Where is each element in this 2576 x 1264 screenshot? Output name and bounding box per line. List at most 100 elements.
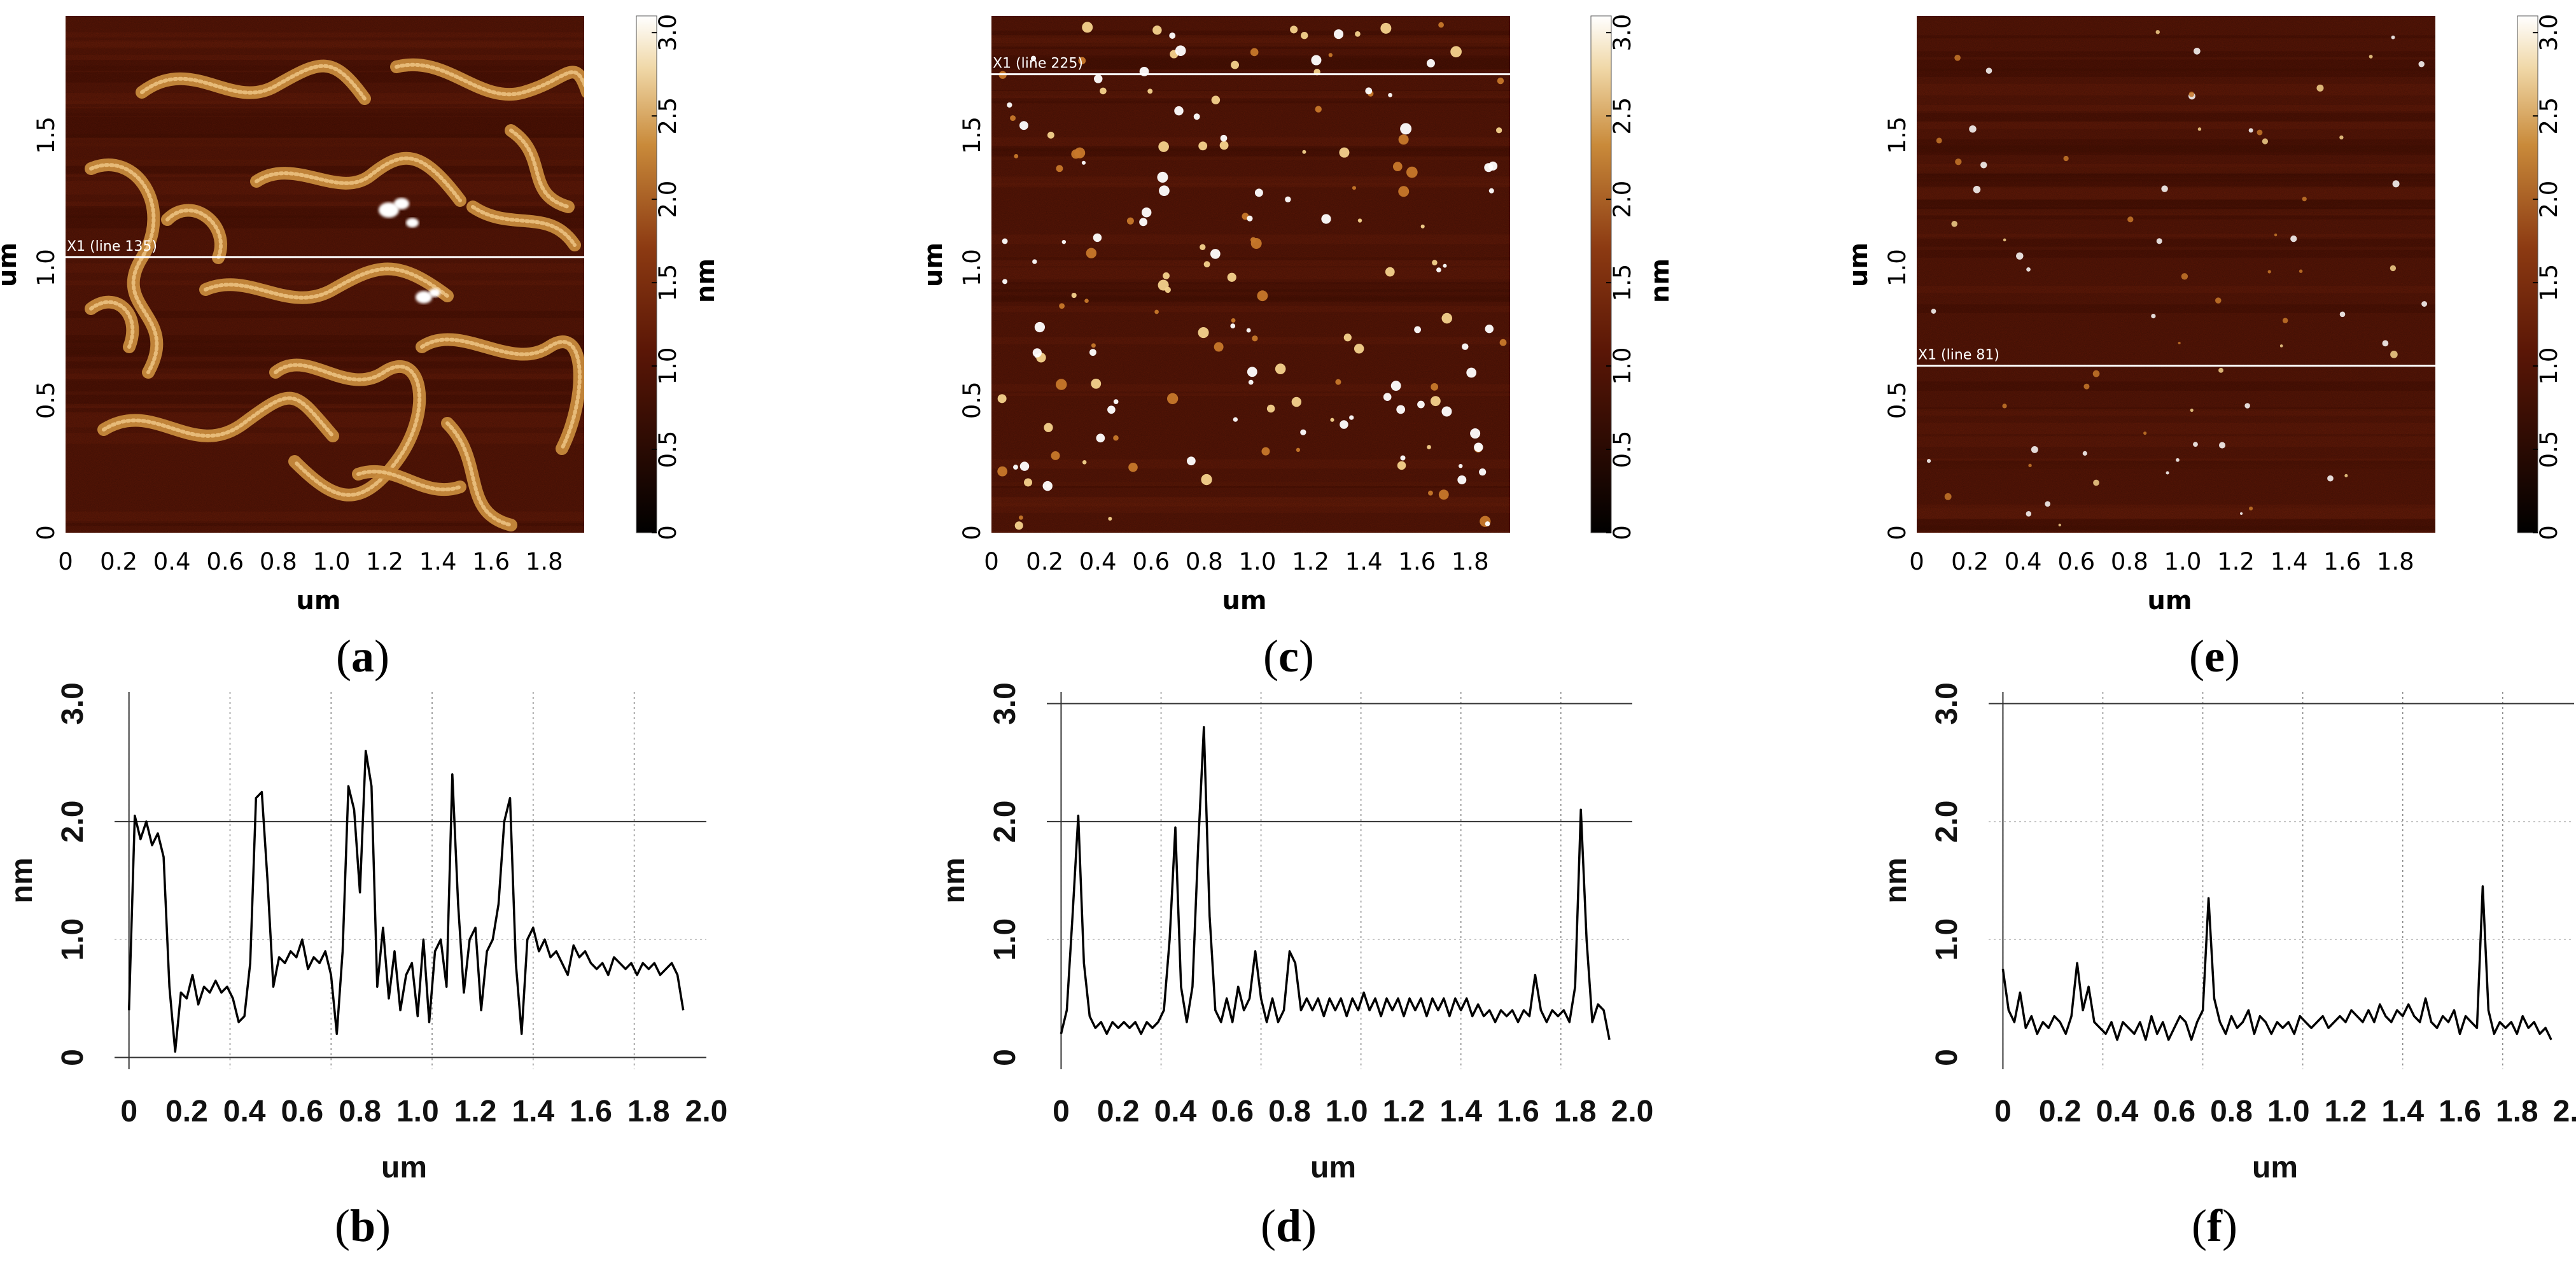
- nanoparticle: [1321, 214, 1331, 224]
- caption-letter: c: [1278, 631, 1299, 682]
- nanoparticle: [1002, 279, 1008, 284]
- nanowire-highlight: [140, 64, 367, 101]
- nanoparticle: [1013, 465, 1018, 470]
- nanoparticle: [2248, 128, 2253, 133]
- y-tick-label: 0.5: [1884, 381, 1911, 419]
- x-tick-label: 0.4: [2096, 1095, 2139, 1128]
- nanoparticle: [2181, 273, 2188, 280]
- nanoparticle: [2382, 340, 2389, 347]
- y-axis-label: nm: [937, 858, 971, 904]
- nanowire-highlight: [255, 156, 462, 202]
- x-tick-label: 0.6: [2153, 1095, 2195, 1128]
- nanoparticle: [1495, 127, 1502, 134]
- nanoparticle: [1430, 396, 1441, 407]
- colorbar-tick-label: 2.5: [2535, 97, 2563, 135]
- nanoparticle: [1466, 367, 1477, 378]
- nanoparticle: [2082, 451, 2087, 456]
- nanoparticle: [1414, 326, 1422, 334]
- nanoparticle: [1441, 312, 1453, 324]
- nanoparticle: [1462, 343, 1469, 350]
- x-tick-label: 0: [120, 1095, 137, 1128]
- x-tick-label: 1.8: [2377, 548, 2414, 575]
- nanoparticle: [1071, 292, 1077, 298]
- nanoparticle: [1488, 188, 1494, 193]
- x-tick-label: 1.6: [1497, 1095, 1539, 1128]
- scan-line-label: X1 (line 225): [993, 56, 1083, 72]
- nanoparticle: [1296, 447, 1301, 453]
- nanoparticle: [2127, 216, 2134, 223]
- nanoparticle: [2194, 47, 2201, 55]
- colorbar-tick-label: 1.0: [2535, 348, 2563, 385]
- x-tick-label: 0: [58, 548, 73, 575]
- height-profile-line: [2001, 885, 2552, 1041]
- nanoparticle: [1128, 462, 1138, 472]
- nanoparticle: [1432, 260, 1438, 265]
- colorbar-tick-label: 1.5: [1609, 264, 1636, 302]
- colorbar-tick-label: 1.5: [654, 264, 682, 302]
- nanoparticle: [1354, 344, 1364, 354]
- nanoparticle: [1300, 429, 1306, 435]
- nanoparticle: [1485, 324, 1494, 334]
- nanoparticle: [997, 466, 1008, 477]
- nanoparticle: [1488, 161, 1498, 171]
- nanoparticle: [1436, 267, 1441, 272]
- x-tick-label: 1.6: [1398, 548, 1436, 575]
- nanoparticle: [1438, 22, 1444, 28]
- caption-letter: a: [351, 631, 374, 682]
- x-tick-label: 1.6: [472, 548, 510, 575]
- x-tick-label: 1.8: [1554, 1095, 1597, 1128]
- y-tick-label: 3.0: [1930, 682, 1964, 725]
- afm-grain: [1917, 16, 2435, 533]
- x-tick-label: 0.6: [206, 548, 244, 575]
- y-tick-label: 1.0: [988, 918, 1022, 961]
- nanoparticle: [2302, 197, 2307, 202]
- nanoparticle: [2267, 270, 2271, 274]
- x-tick-label: 1.0: [313, 548, 351, 575]
- nanoparticle: [1333, 29, 1344, 39]
- colorbar-frame: [636, 15, 657, 533]
- nanoparticle: [1302, 150, 1306, 154]
- nanoparticle: [2215, 297, 2222, 304]
- x-axis-label: um: [1310, 1151, 1356, 1184]
- nanoparticle: [1291, 397, 1302, 407]
- nanoparticle: [1166, 393, 1179, 404]
- nanoparticle: [1357, 218, 1362, 223]
- nanoparticle: [1126, 217, 1134, 225]
- nanoparticle: [1032, 259, 1037, 264]
- y-tick-label: 0.5: [32, 381, 60, 419]
- nanoparticle: [2143, 431, 2147, 435]
- nanoparticle: [1158, 141, 1169, 152]
- scan-line-label: X1 (line 81): [1918, 348, 1999, 363]
- colorbar-tick-label: 2.0: [1609, 181, 1636, 218]
- x-axis-label: um: [381, 1151, 427, 1184]
- bright-particle: [406, 218, 419, 228]
- nanoparticle: [1254, 188, 1263, 197]
- nanoparticle: [2279, 344, 2283, 348]
- nanoparticle: [1383, 393, 1392, 401]
- nanoparticle: [1343, 334, 1352, 342]
- caption-close: ): [1301, 1200, 1317, 1251]
- panel-caption-f: (f): [2192, 1200, 2237, 1251]
- y-axis-label: um: [0, 242, 22, 287]
- panel-caption-b: (b): [335, 1200, 391, 1251]
- x-tick-label: 1.8: [2496, 1095, 2538, 1128]
- colorbar: [636, 16, 657, 533]
- x-tick-label: 0.2: [100, 548, 137, 575]
- nanoparticle: [2282, 318, 2288, 323]
- y-tick-label: 0: [958, 525, 986, 540]
- caption-open: (: [2189, 631, 2204, 682]
- y-tick-label: 1.5: [32, 116, 60, 154]
- colorbar-tick-label: 1.0: [654, 348, 682, 385]
- y-tick-label: 0: [1884, 525, 1911, 540]
- afm-image-a: [66, 16, 584, 533]
- nanowire-highlight: [445, 421, 513, 527]
- nanoparticle: [1086, 248, 1097, 258]
- nanoparticle: [1247, 367, 1257, 377]
- nanoparticle: [2197, 127, 2202, 131]
- y-tick-label: 0: [32, 525, 60, 540]
- y-tick-label: 0: [988, 1049, 1022, 1066]
- x-tick-label: 0.4: [223, 1095, 266, 1128]
- x-tick-label: 1.8: [627, 1095, 670, 1128]
- nanoparticle: [1479, 468, 1487, 476]
